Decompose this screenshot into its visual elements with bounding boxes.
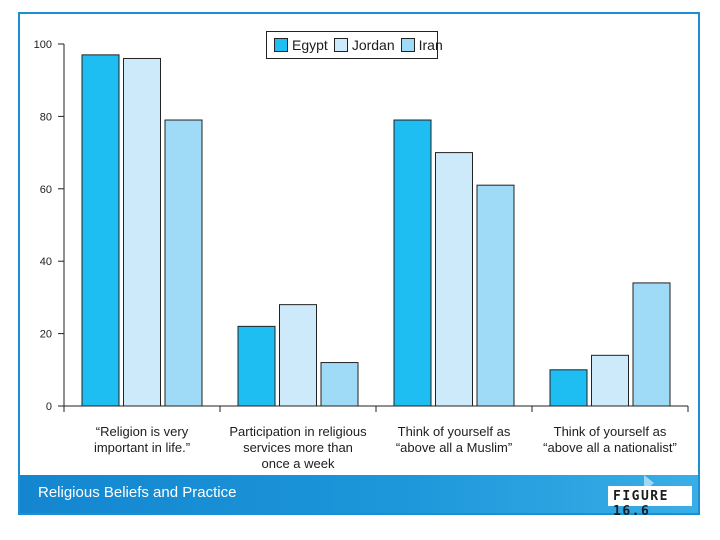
bar-jordan (435, 152, 473, 407)
category-label: services more than (243, 440, 353, 455)
legend-swatch-iran (400, 38, 415, 52)
y-tick-label: 60 (40, 184, 52, 196)
category-label: Think of yourself as (554, 424, 667, 439)
y-tick-label: 40 (40, 256, 52, 268)
legend-item-egypt: Egypt (274, 37, 328, 53)
legend-label-jordan: Jordan (351, 37, 395, 53)
category-label: Participation in religious (229, 424, 367, 439)
y-tick-label: 100 (34, 39, 52, 51)
bar-egypt (237, 325, 276, 407)
figure-caption: Religious Beliefs and Practice (38, 484, 237, 501)
category-label: “Religion is very (96, 424, 189, 439)
slide-frame (18, 12, 700, 515)
bar-iran (164, 119, 203, 407)
figure-number: FIGURE 16.6 (613, 489, 669, 519)
chart-legend: Egypt Jordan Iran (266, 31, 443, 59)
category-label: “above all a nationalist” (543, 440, 677, 455)
legend-label-egypt: Egypt (292, 37, 328, 53)
bar-egypt (393, 119, 432, 407)
bar-iran (320, 362, 359, 407)
corner-arrow-icon (644, 475, 654, 491)
category-label: once a week (262, 456, 335, 471)
caption-bar: Religious Beliefs and Practice FIGURE 16… (20, 475, 698, 519)
legend-item-jordan: Jordan (333, 37, 395, 53)
legend-swatch-jordan (333, 38, 348, 52)
legend-swatch-egypt (274, 38, 288, 52)
bar-jordan (279, 304, 317, 407)
bar-egypt (549, 369, 588, 407)
category-label: Think of yourself as (398, 424, 511, 439)
bar-jordan (591, 354, 629, 407)
legend-label-iran: Iran (418, 37, 443, 53)
category-label: “above all a Muslim” (396, 440, 512, 455)
bar-jordan (123, 57, 161, 407)
y-tick-label: 80 (40, 111, 52, 123)
y-tick-label: 20 (40, 329, 52, 341)
y-tick-label: 0 (46, 401, 52, 413)
category-label: important in life.” (94, 440, 190, 455)
bar-egypt (81, 54, 120, 407)
bar-iran (476, 184, 515, 407)
bar-iran (632, 282, 671, 407)
legend-item-iran: Iran (400, 37, 443, 53)
figure-number-box (608, 486, 692, 506)
